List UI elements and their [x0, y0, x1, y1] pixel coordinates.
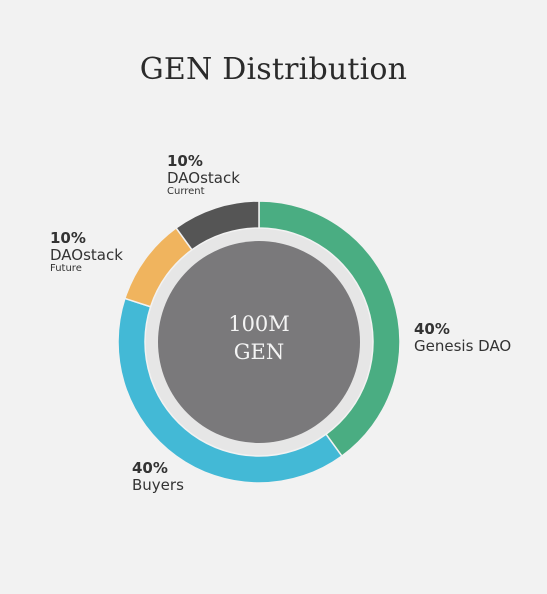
slice-sublabel-daostack-future: Future — [50, 263, 82, 274]
slice-label-daostack-current: 10% DAOstack Current — [167, 154, 240, 197]
center-label-line-1: 100M — [228, 312, 290, 336]
slice-value-genesis-dao: 40% — [414, 320, 450, 338]
center-label-line-2: GEN — [233, 340, 285, 364]
slice-label-daostack-future: 10% DAOstack Future — [50, 231, 123, 274]
slice-daostack-current — [175, 200, 260, 251]
chart-title: GEN Distribution — [139, 52, 408, 87]
slice-label-buyers: 40% Buyers — [132, 461, 184, 493]
slice-label-genesis-dao: 40% Genesis DAO — [414, 322, 511, 354]
slice-value-daostack-future: 10% — [50, 229, 86, 247]
slice-name-buyers: Buyers — [132, 476, 184, 494]
slice-name-daostack-current: DAOstack — [167, 169, 240, 187]
slice-name-genesis-dao: Genesis DAO — [414, 337, 512, 355]
slice-value-buyers: 40% — [132, 459, 168, 477]
slice-sublabel-daostack-current: Current — [167, 186, 205, 197]
slice-value-daostack-current: 10% — [167, 152, 203, 170]
center-disc — [158, 241, 360, 443]
center-label: 100M GEN — [159, 310, 359, 366]
slice-name-daostack-future: DAOstack — [50, 246, 123, 264]
